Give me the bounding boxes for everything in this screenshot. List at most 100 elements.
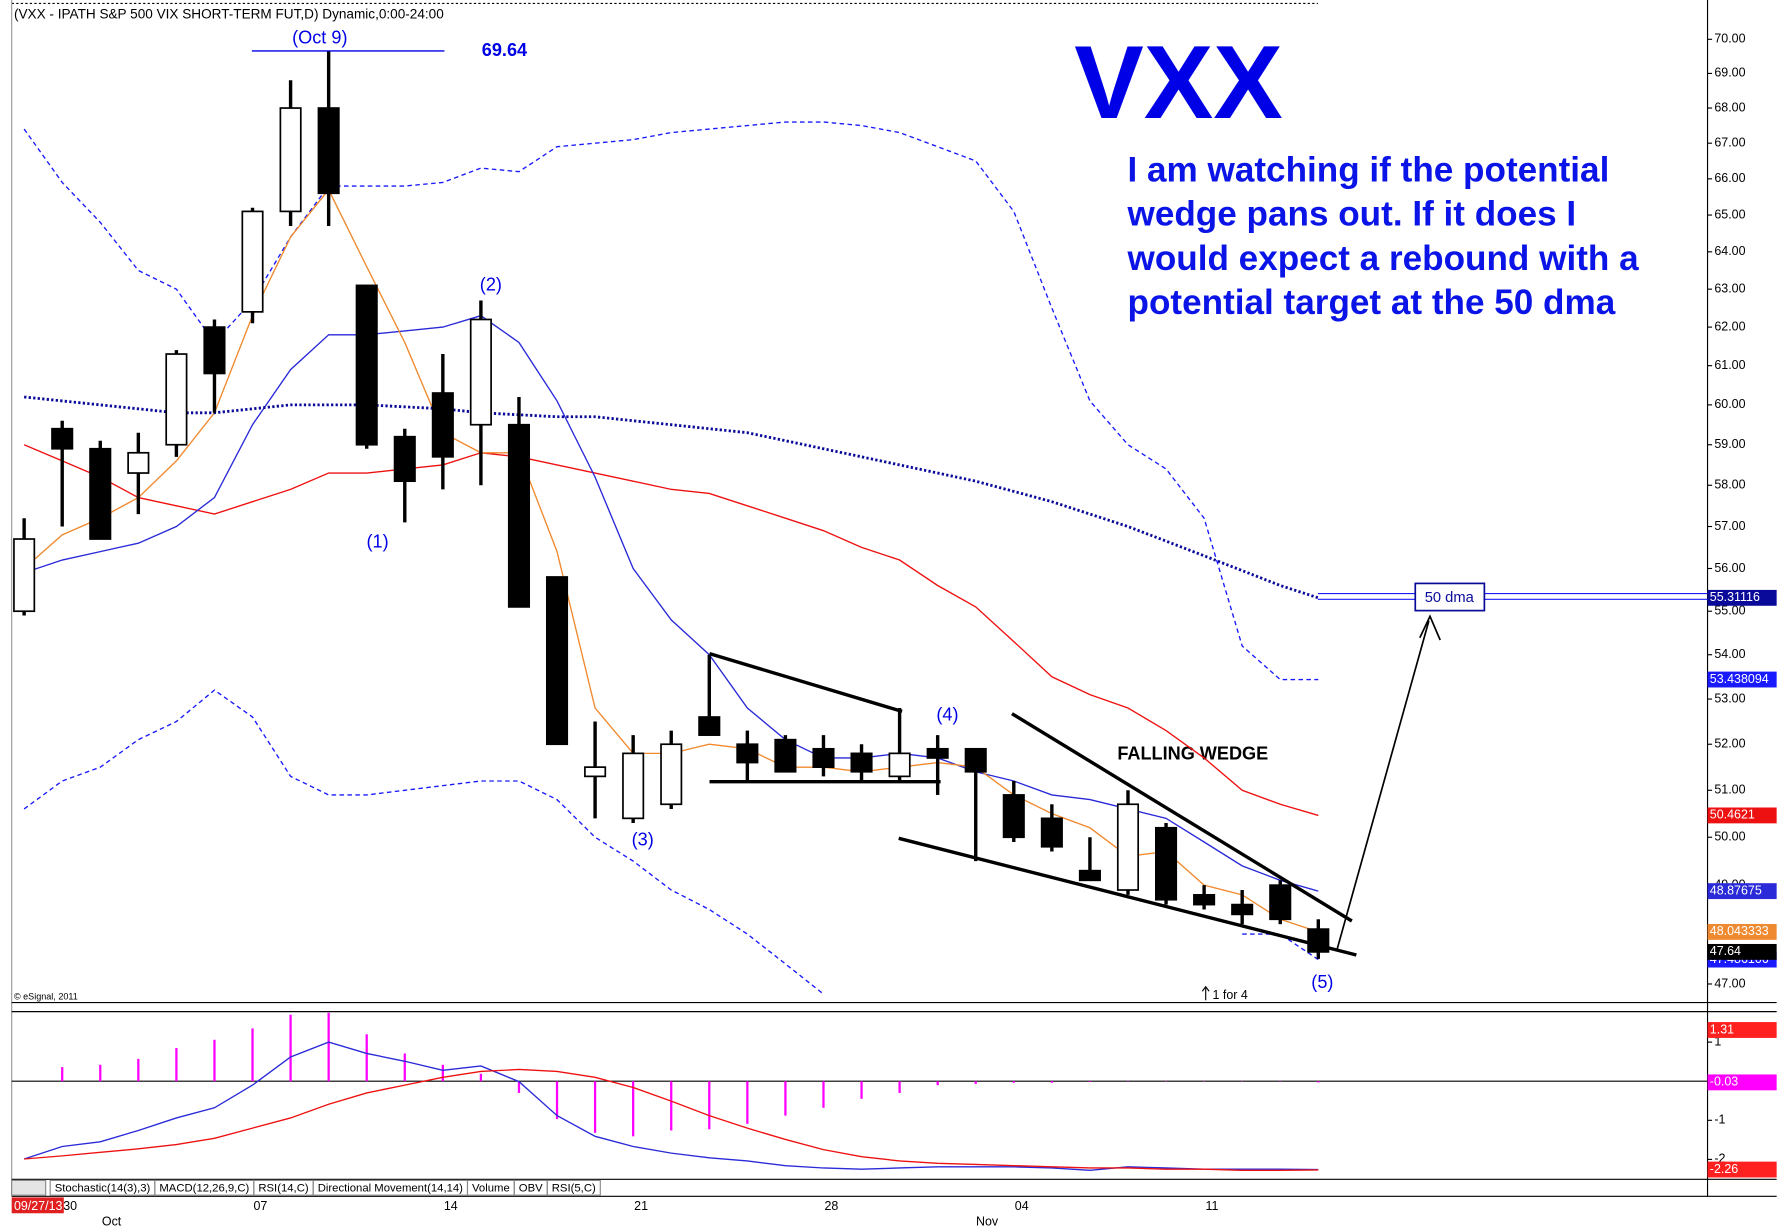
wave-label: (4) xyxy=(936,705,958,725)
value-label: 47.64 xyxy=(1710,944,1741,958)
candle-body xyxy=(1269,884,1292,921)
candle-body xyxy=(1116,803,1140,891)
x-tick-label: 30 xyxy=(63,1199,77,1213)
indicator-line xyxy=(24,1068,1319,1172)
x-tick-label: 04 xyxy=(1015,1199,1029,1213)
value-box xyxy=(1707,1074,1777,1091)
marks xyxy=(11,51,1708,1172)
wave-label: (2) xyxy=(480,274,502,294)
y-tick-label: 56.00 xyxy=(1714,561,1745,575)
candle-body xyxy=(1002,794,1025,839)
trend-line xyxy=(709,652,903,714)
x-tick-label: 11 xyxy=(1206,1199,1219,1213)
value-box xyxy=(1707,589,1777,606)
split-label: 1 for 4 xyxy=(1212,988,1247,1002)
note-line: wedge pans out. If it does I xyxy=(1127,195,1577,234)
indicator-line xyxy=(23,395,1319,600)
y-tick-label: 54.00 xyxy=(1714,647,1745,661)
tab[interactable]: Directional Movement(14,14) xyxy=(318,1182,463,1194)
indicator-line xyxy=(23,444,1319,817)
value-box xyxy=(1707,1022,1777,1038)
candle-body xyxy=(51,427,74,450)
tab-frame[interactable] xyxy=(546,1179,601,1196)
candle-body xyxy=(1155,826,1178,901)
y-tick-label: 68.00 xyxy=(1714,100,1745,114)
candle-body xyxy=(1078,869,1101,882)
target-box xyxy=(1414,582,1486,612)
tab[interactable]: RSI(14,C) xyxy=(258,1182,309,1194)
value-label: 48.043333 xyxy=(1710,924,1769,938)
y-tick-label: 57.00 xyxy=(1714,519,1745,533)
candle-body xyxy=(355,284,378,446)
trend-lines xyxy=(709,652,1357,957)
target-arrow xyxy=(1336,620,1430,950)
value-box xyxy=(1707,943,1777,960)
y-tick-label: 53.00 xyxy=(1714,691,1745,705)
y-tick-label: 70.00 xyxy=(1714,32,1745,46)
cursor-date-box xyxy=(11,1197,64,1214)
chart-title: VXX xyxy=(1074,25,1283,141)
chart-header: (VXX - IPATH S&P 500 VIX SHORT-TERM FUT,… xyxy=(14,6,444,21)
arrow-head xyxy=(1419,614,1441,641)
candle-body xyxy=(127,451,150,474)
note-line: potential target at the 50 dma xyxy=(1128,283,1616,322)
y-tick-label: 66.00 xyxy=(1714,171,1745,185)
value-label: 53.438094 xyxy=(1710,672,1769,686)
tab-nav[interactable] xyxy=(11,1179,47,1196)
candle-body xyxy=(926,747,949,759)
value-label: -2.26 xyxy=(1710,1162,1738,1176)
indicator-line xyxy=(23,314,1319,892)
x-tick-label: 28 xyxy=(824,1199,838,1213)
tab[interactable]: OBV xyxy=(519,1182,543,1194)
y-tick-label: 65.00 xyxy=(1714,207,1745,221)
wave-label: (5) xyxy=(1311,972,1333,992)
tab[interactable]: Stochastic(14(3),3) xyxy=(55,1182,151,1194)
y-tick-label: 60.00 xyxy=(1714,397,1745,411)
candle-body xyxy=(241,210,264,313)
month-label: Nov xyxy=(976,1215,999,1228)
y-tick-label: 69.00 xyxy=(1714,66,1745,80)
candle-body xyxy=(850,752,873,773)
candle-body xyxy=(393,435,416,483)
annotation: (Oct 9) xyxy=(292,27,347,47)
y-tick-label: 47.00 xyxy=(1714,976,1745,990)
copyright: © eSignal, 2011 xyxy=(14,991,78,1001)
y-tick-label: -1 xyxy=(1714,1113,1725,1127)
candle-body xyxy=(584,766,607,778)
candle-body xyxy=(888,752,911,778)
value-label: 50.4621 xyxy=(1710,808,1755,822)
candle-body xyxy=(812,747,835,768)
y-tick-label: 63.00 xyxy=(1714,281,1745,295)
trend-line xyxy=(1011,712,1353,923)
candle-body xyxy=(545,576,569,746)
peak-value: 69.64 xyxy=(482,40,527,60)
candle-body xyxy=(279,107,302,213)
candle-body xyxy=(13,538,36,613)
candle-body xyxy=(736,743,759,764)
value-label: 55.31116 xyxy=(1710,590,1760,604)
tab[interactable]: MACD(12,26,9,C) xyxy=(159,1182,249,1194)
candle-body xyxy=(1193,894,1216,906)
candle-body xyxy=(431,392,454,458)
value-label: 1.31 xyxy=(1710,1022,1734,1036)
split-arrow-head xyxy=(1201,985,1210,992)
note-line: I am watching if the potential xyxy=(1128,150,1610,189)
value-label: -0.03 xyxy=(1710,1075,1738,1089)
tab[interactable]: Volume xyxy=(472,1182,510,1194)
y-tick-label: -2 xyxy=(1714,1152,1725,1166)
candle-body xyxy=(165,353,188,446)
tab[interactable]: RSI(5,C) xyxy=(552,1182,596,1194)
value-box xyxy=(1707,671,1777,688)
target-label: 50 dma xyxy=(1425,590,1475,606)
candle-body xyxy=(660,743,683,806)
tab-bar: Stochastic(14(3),3) MACD(12,26,9,C) RSI(14… xyxy=(49,1179,601,1196)
candle-body xyxy=(1040,817,1063,848)
month-label: Oct xyxy=(102,1215,122,1228)
x-tick-label: 21 xyxy=(634,1199,648,1213)
candle-body xyxy=(964,747,987,773)
value-box xyxy=(1707,1161,1777,1178)
y-tick-label: 64.00 xyxy=(1714,244,1745,258)
value-box xyxy=(1707,807,1777,824)
y-tick-label: 62.00 xyxy=(1714,319,1745,333)
